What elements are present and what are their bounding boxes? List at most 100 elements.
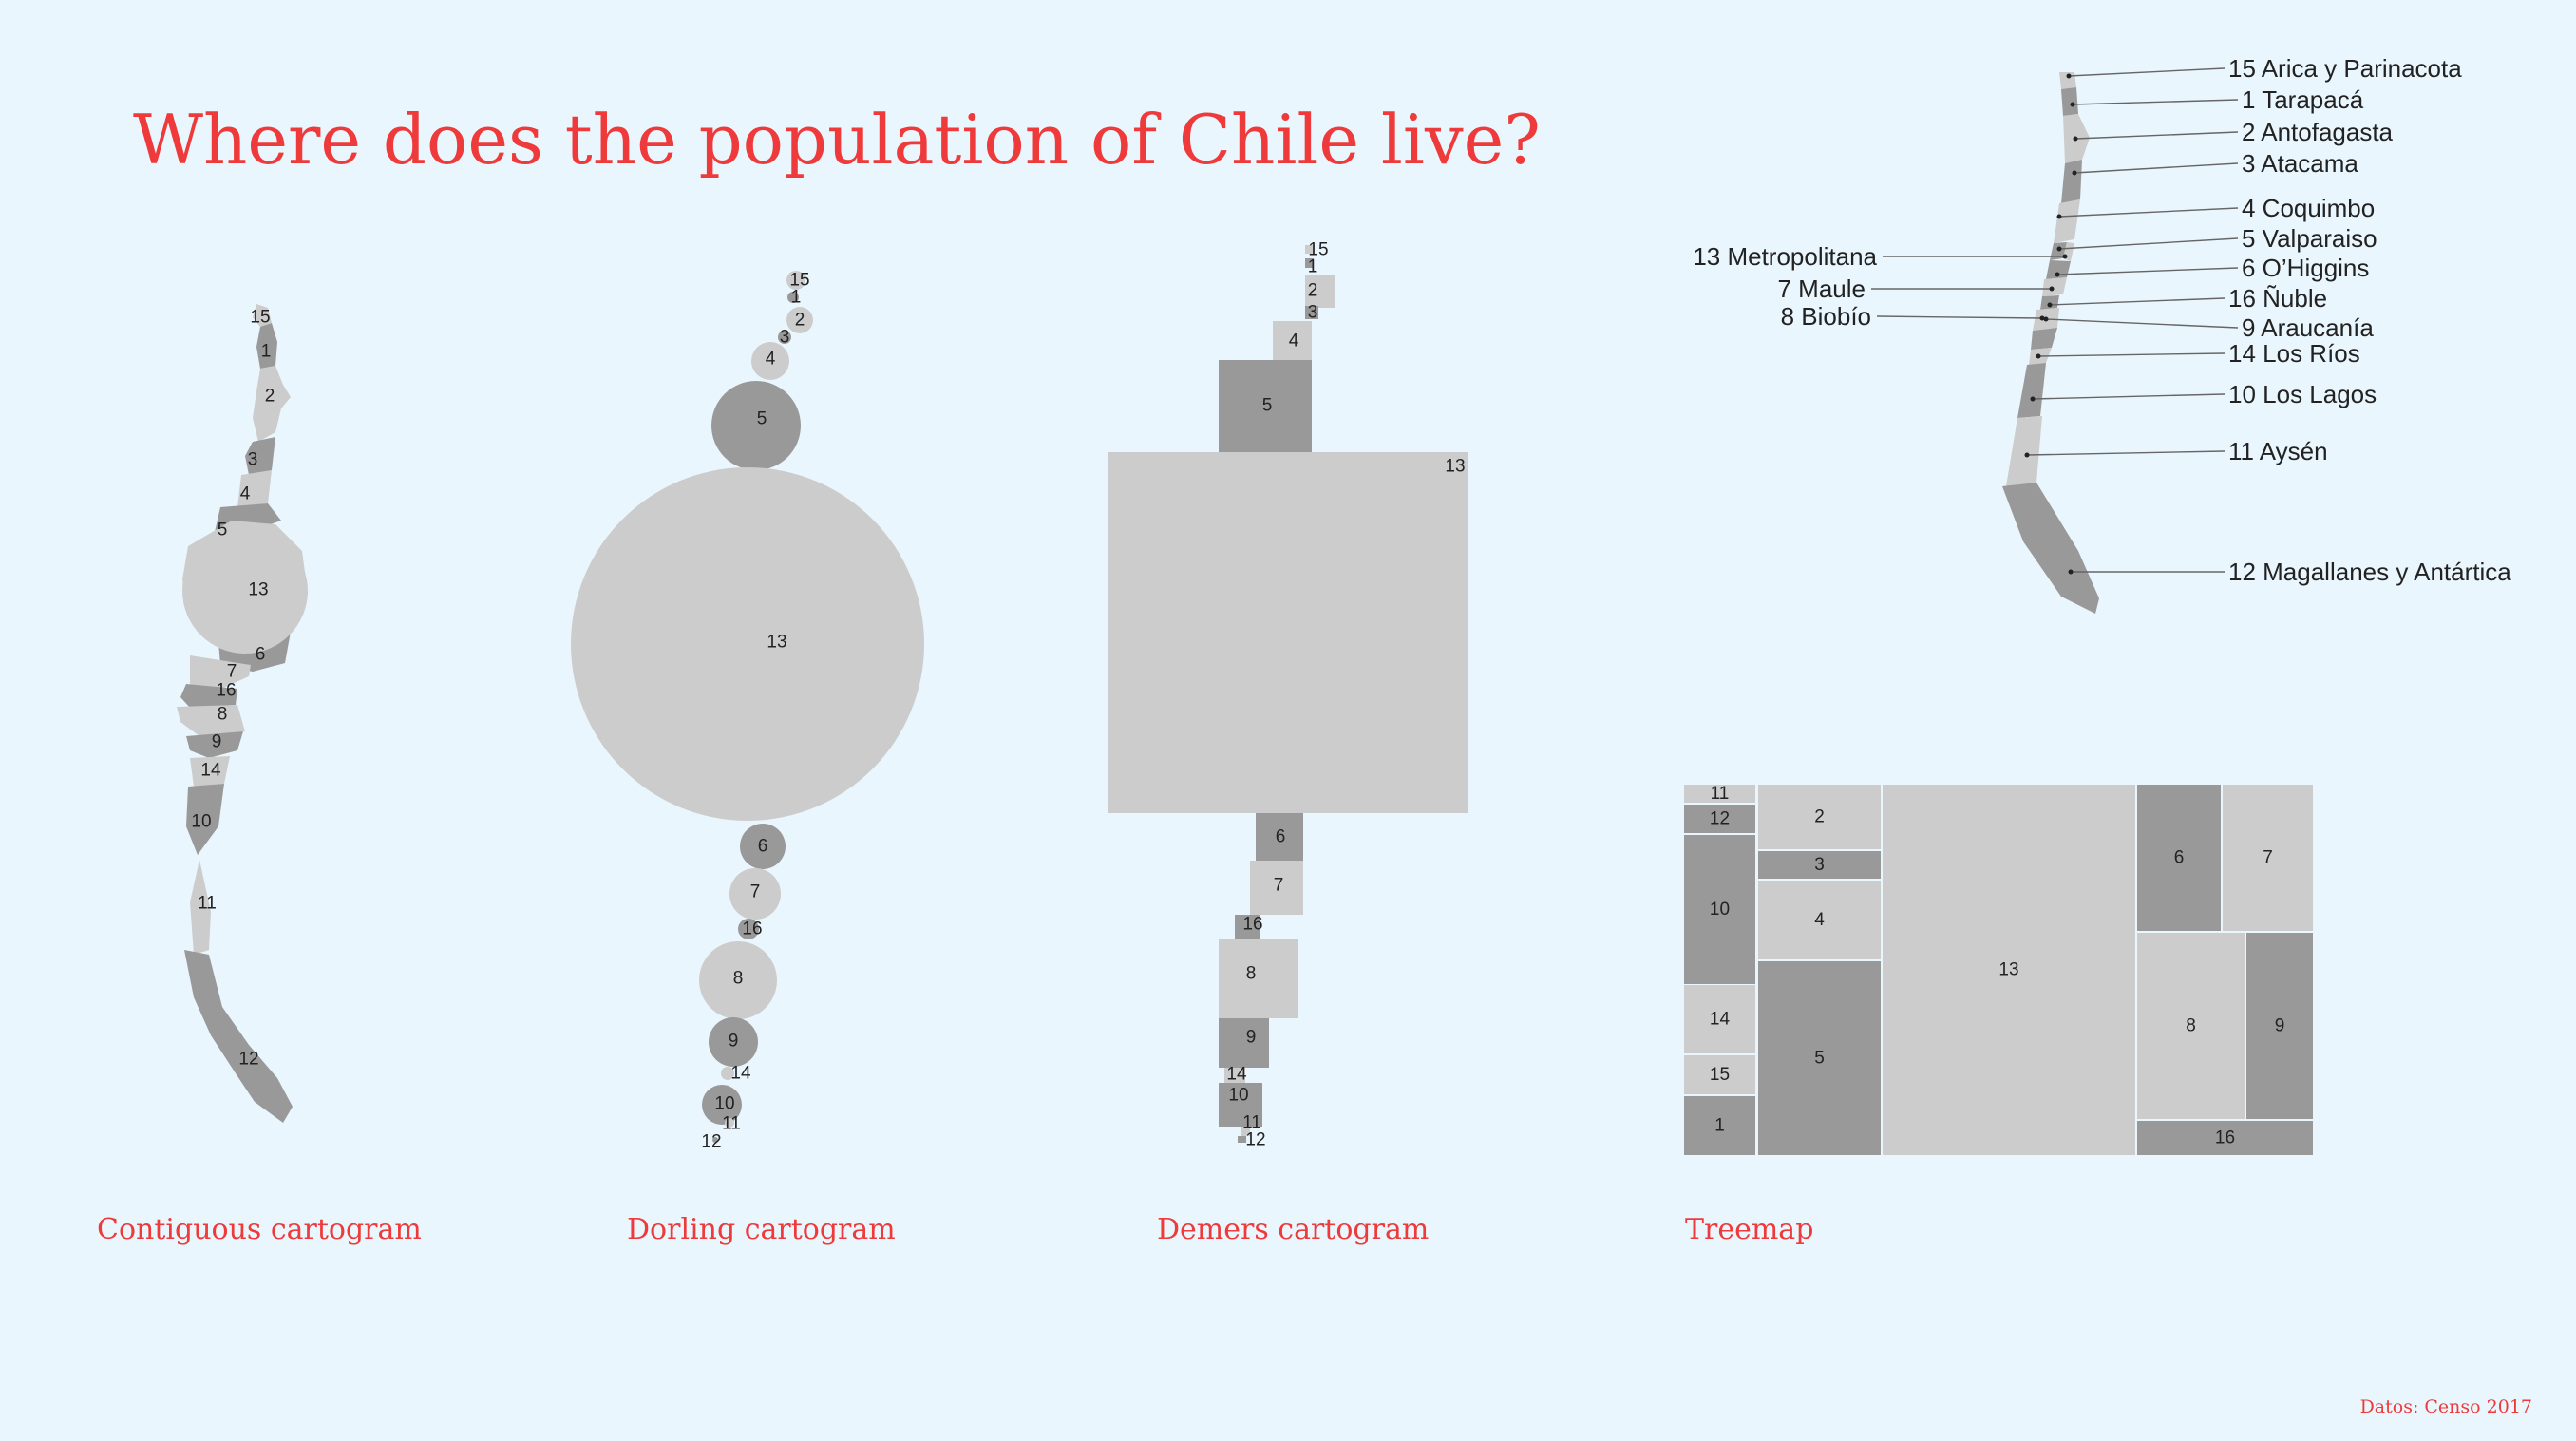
contiguous-region-1 (256, 323, 277, 369)
demers-label-7: 7 (1274, 876, 1284, 896)
contiguous-metro-bubble (182, 528, 308, 654)
treemap-cell-5 (1758, 961, 1881, 1155)
demers-label-16: 16 (1242, 915, 1262, 935)
locator-region-1 (2061, 87, 2078, 116)
contiguous-region-2 (253, 366, 291, 442)
leader-dot-13 (2062, 254, 2068, 259)
dorling-circle-15 (786, 271, 805, 290)
locator-region-7 (2042, 277, 2067, 296)
dorling-circle-8 (699, 941, 777, 1019)
treemap-cell-2 (1758, 785, 1881, 849)
leader-line-16 (2049, 297, 2226, 306)
contiguous-region-16 (180, 684, 237, 708)
locator-region-9 (2031, 328, 2057, 350)
contiguous-label-14: 14 (200, 761, 221, 781)
leader-line-8 (1876, 315, 2043, 319)
region-name-13: 13 Metropolitana (1693, 242, 1877, 271)
locator-region-12 (2002, 483, 2099, 614)
contiguous-label-10: 10 (191, 812, 211, 832)
leader-dot-3 (2072, 170, 2077, 176)
demers-square-10 (1219, 1083, 1262, 1127)
dorling-label-4: 4 (766, 350, 776, 370)
demers-label-4: 4 (1289, 332, 1299, 351)
contiguous-label-6: 6 (256, 645, 266, 665)
region-name-12: 12 Magallanes y Antártica (2228, 558, 2511, 586)
region-name-2: 2 Antofagasta (2242, 118, 2394, 146)
dorling-label-9: 9 (729, 1032, 739, 1052)
demers-label-12: 12 (1245, 1130, 1265, 1150)
dorling-label-8: 8 (733, 969, 744, 989)
contiguous-label-8: 8 (218, 705, 228, 725)
treemap-label-10: 10 (1710, 900, 1730, 920)
demers-square-9 (1219, 1018, 1269, 1068)
contiguous-label-7: 7 (227, 662, 237, 682)
leader-dot-2 (2073, 136, 2078, 142)
treemap-cell-9 (2246, 933, 2313, 1119)
dorling-circle-2 (786, 307, 813, 333)
dorling-label-10: 10 (714, 1094, 734, 1114)
demers-square-7 (1250, 861, 1303, 915)
treemap-cell-7 (2223, 785, 2313, 931)
demers-square-8 (1219, 939, 1298, 1018)
contiguous-label-13: 13 (248, 580, 268, 600)
dorling-label-2: 2 (795, 311, 805, 331)
leader-dot-12 (2068, 569, 2074, 575)
demers-label-6: 6 (1276, 827, 1286, 847)
demers-label-3: 3 (1308, 303, 1318, 323)
dorling-circle-5 (711, 381, 801, 470)
treemap-cell-1 (1684, 1096, 1755, 1155)
dorling-label-12: 12 (701, 1132, 721, 1152)
leader-dot-10 (2030, 396, 2036, 402)
demers-square-16 (1235, 915, 1260, 939)
contiguous-region-8 (177, 705, 245, 736)
demers-square-11 (1241, 1127, 1250, 1136)
leader-dot-14 (2036, 353, 2041, 359)
dorling-label-3: 3 (780, 328, 790, 348)
leader-line-4 (2058, 207, 2239, 218)
dorling-circle-1 (787, 292, 799, 303)
demers-square-13 (1108, 452, 1468, 813)
treemap-cell-13 (1883, 785, 2135, 1155)
region-name-3: 3 Atacama (2242, 149, 2358, 178)
leader-dot-9 (2043, 316, 2049, 322)
dorling-label-7: 7 (750, 882, 761, 902)
treemap-cell-6 (2137, 785, 2221, 931)
leader-line-5 (2058, 237, 2239, 250)
dorling-circle-13 (571, 467, 924, 821)
treemap-label-14: 14 (1710, 1010, 1731, 1030)
contiguous-region-7 (190, 655, 251, 693)
treemap-label-7: 7 (2263, 848, 2273, 868)
contiguous-region-11 (190, 860, 211, 955)
treemap-cell-15 (1684, 1055, 1755, 1094)
contiguous-region-12 (184, 950, 293, 1123)
leader-line-9 (2045, 318, 2239, 329)
locator-region-10 (2017, 363, 2046, 418)
dorling-circle-6 (740, 824, 786, 869)
region-name-4: 4 Coquimbo (2242, 194, 2375, 222)
treemap-label-4: 4 (1814, 910, 1825, 930)
treemap-label-12: 12 (1710, 809, 1730, 829)
contiguous-label-12: 12 (238, 1050, 258, 1070)
treemap-cell-3 (1758, 851, 1881, 879)
locator-region-3 (2061, 160, 2082, 203)
demers-label-2: 2 (1308, 281, 1318, 301)
contiguous-label-1: 1 (261, 342, 272, 362)
treemap-cell-14 (1684, 985, 1755, 1053)
contiguous-label-11: 11 (198, 894, 217, 914)
leader-dot-6 (2055, 272, 2060, 277)
contiguous-label-9: 9 (212, 732, 222, 752)
demers-label-5: 5 (1262, 396, 1273, 416)
dorling-label-11: 11 (722, 1114, 741, 1134)
demers-label-14: 14 (1226, 1065, 1247, 1085)
treemap-label-16: 16 (2215, 1128, 2235, 1148)
locator-region-4 (2054, 199, 2080, 243)
demers-square-2 (1305, 275, 1335, 308)
treemap-cell-10 (1684, 835, 1755, 984)
leader-line-1 (2072, 99, 2239, 105)
leader-line-2 (2074, 131, 2239, 140)
demers-square-3 (1305, 306, 1318, 319)
